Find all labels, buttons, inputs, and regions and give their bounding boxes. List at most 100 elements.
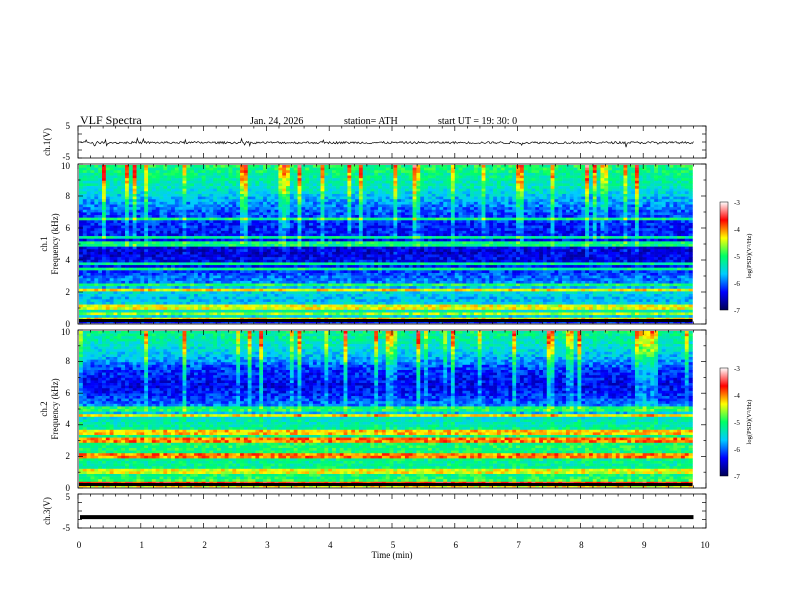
spectrogram-cell (677, 238, 682, 242)
spectrogram-cell (102, 183, 107, 187)
spectrogram-cell (481, 228, 486, 232)
spectrogram-cell (684, 241, 689, 245)
spectrogram-cell (301, 172, 306, 176)
spectrogram-cell (358, 215, 364, 218)
spectrogram-cell (186, 236, 191, 240)
spectrogram-cell (324, 180, 329, 184)
spectrogram-cell (266, 196, 272, 200)
spectrogram-cell (393, 207, 398, 211)
spectrogram-cell (531, 236, 536, 240)
spectrogram-cell (642, 220, 647, 224)
spectrogram-cell (435, 204, 440, 208)
spectrogram-cell (171, 175, 176, 179)
spectrogram-cell (205, 225, 210, 229)
spectrogram-cell (236, 170, 241, 174)
spectrogram-cell (657, 167, 663, 171)
spectrogram-cell (347, 230, 352, 234)
spectrogram-cell (546, 178, 551, 182)
spectrogram-cell (205, 188, 210, 192)
spectrogram-cell (615, 238, 620, 242)
spectrogram-cell (312, 244, 318, 247)
spectrogram-cell (462, 225, 467, 229)
spectrogram-cell (266, 244, 272, 247)
spectrogram-cell (412, 238, 417, 242)
spectrogram-cell (435, 230, 440, 234)
spectrogram-cell (638, 230, 643, 234)
spectrogram-cell (431, 236, 436, 240)
spectrogram-cell (385, 212, 390, 216)
spectrogram-cell (642, 172, 647, 176)
spectrogram-cell (201, 233, 206, 237)
spectrogram-cell (259, 217, 264, 221)
spectrogram-cell (389, 196, 394, 200)
spectrogram-cell (585, 212, 590, 216)
spectrogram-cell (128, 209, 133, 213)
spectrogram-cell (646, 193, 651, 197)
spectrogram-cell (128, 241, 133, 245)
spectrogram-cell (105, 175, 110, 179)
spectrogram-cell (251, 178, 256, 182)
spectrogram-cell (125, 193, 130, 197)
spectrogram-cell (516, 233, 521, 237)
spectrogram-cell (546, 180, 551, 184)
spectrogram-cell (638, 238, 643, 242)
spectrogram-cell (320, 204, 325, 208)
spectrogram-cell (378, 180, 383, 184)
spectrogram-cell (546, 215, 551, 218)
spectrogram-cell (366, 209, 371, 213)
spectrogram-cell (148, 186, 153, 189)
spectrogram-cell (332, 183, 337, 187)
spectrogram-cell (171, 220, 176, 224)
spectrogram-cell (370, 244, 375, 247)
spectrogram-cell (297, 220, 302, 224)
spectrogram-cell (293, 188, 298, 192)
spectrogram-cell (600, 244, 605, 247)
spectrogram-cell (443, 236, 448, 240)
spectrogram-cell (470, 225, 475, 229)
spectrogram-cell (309, 212, 314, 216)
spectrogram-cell (466, 238, 471, 242)
spectrogram-cell (209, 165, 214, 168)
spectrogram-cell (577, 207, 582, 211)
spectrogram-cell (98, 196, 103, 200)
spectrogram-cell (508, 183, 513, 187)
spectrogram-cell (132, 209, 137, 213)
spectrogram-cell (289, 199, 295, 203)
spectrogram-cell (320, 241, 325, 245)
spectrogram-cell (251, 167, 256, 171)
spectrogram-cell (174, 215, 179, 218)
spectrogram-cell (389, 209, 394, 213)
spectrogram-cell (243, 225, 248, 229)
spectrogram-cell (243, 228, 248, 232)
spectrogram-cell (558, 167, 563, 171)
spectrogram-cell (615, 180, 620, 184)
spectrogram-cell (339, 217, 344, 221)
spectrogram-cell (259, 188, 264, 192)
spectrogram-cell (435, 217, 440, 221)
spectrogram-cell (190, 215, 195, 218)
spectrogram-cell (458, 241, 463, 245)
spectrogram-cell (401, 178, 406, 182)
spectrogram-cell (550, 222, 555, 226)
spectrogram-cell (458, 186, 463, 189)
spectrogram-cell (194, 175, 199, 179)
spectrogram-cell (263, 244, 268, 247)
spectrogram-cell (136, 236, 141, 240)
spectrogram-cell (102, 199, 107, 203)
spectrogram-cell (623, 222, 628, 226)
spectrogram-cell (263, 225, 268, 229)
spectrogram-cell (270, 207, 275, 211)
spectrogram-cell (493, 220, 498, 224)
spectrogram-cell (378, 186, 383, 189)
spectrogram-cell (412, 188, 417, 192)
spectrogram-cell (259, 178, 264, 182)
spectrogram-cell (646, 225, 651, 229)
spectrogram-cell (573, 217, 578, 221)
spectrogram-cell (109, 207, 114, 211)
spectrogram-cell (454, 230, 459, 234)
spectrogram-cell (178, 215, 183, 218)
spectrogram-cell (585, 165, 590, 168)
spectrogram-cell (374, 204, 379, 208)
spectrogram-cell (596, 165, 601, 168)
spectrogram-cell (136, 196, 141, 200)
